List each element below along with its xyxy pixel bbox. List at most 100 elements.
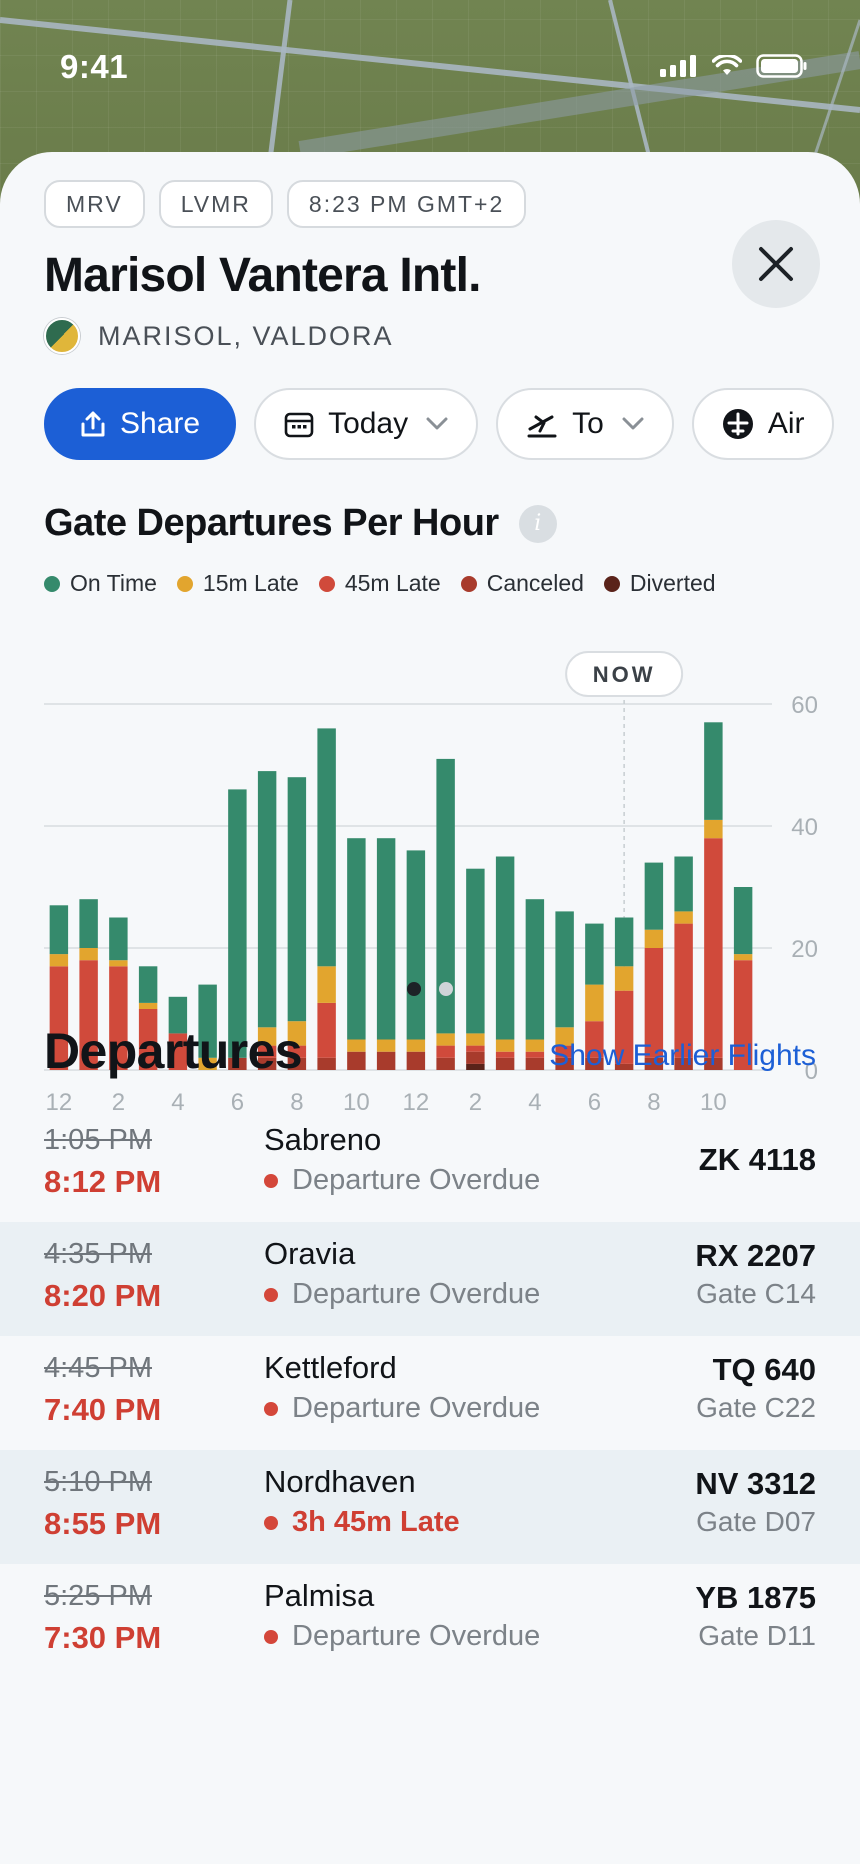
destination-name: Palmisa (264, 1578, 375, 1613)
flight-status-label: Departure Overdue (292, 1278, 541, 1310)
bar-segment-45m-late (436, 1045, 455, 1058)
bar-segment-on-time (644, 862, 664, 930)
wifi-icon (712, 55, 742, 75)
bar-segment-45m-late (79, 960, 98, 1070)
actual-time: 8:12 PM (44, 1164, 162, 1199)
scheduled-time: 1:05 PM (44, 1124, 152, 1156)
airline-icon (722, 409, 753, 439)
bar-segment-15m-late (704, 819, 723, 839)
legend-item-diverted: Diverted (603, 570, 716, 597)
legend-label: 45m Late (344, 570, 441, 596)
bar-segment-on-time (406, 850, 426, 1040)
status-dot-icon (264, 1287, 278, 1302)
bar-segment-45m-late (49, 966, 69, 1070)
x-tick-label: 8 (290, 1089, 303, 1116)
cellular-signal-icon (660, 55, 696, 77)
bar-segment-on-time (287, 777, 307, 1022)
bar-segment-on-time (495, 856, 515, 1040)
bar-segment-15m-late (79, 948, 98, 961)
bar-segment-on-time (436, 758, 455, 1034)
pager-dot-1[interactable] (407, 982, 421, 996)
chart-pager (0, 982, 860, 996)
x-tick-label: 12 (46, 1089, 73, 1116)
airline-filter-button[interactable]: Air (691, 388, 835, 460)
direction-filter-button[interactable]: To (496, 388, 674, 460)
bar-segment-45m-late (138, 1009, 158, 1070)
status-bar: 9:41 (0, 0, 860, 140)
departure-row[interactable]: 4:45 PM 7:40 PM Kettleford Departure Overdu… (0, 1336, 860, 1450)
actual-time: 7:40 PM (44, 1392, 162, 1427)
legend-item-45m-late: 45m Late (318, 570, 441, 597)
bar-segment-on-time (614, 917, 634, 967)
bar-segment-canceled (347, 1051, 366, 1070)
date-filter-label: Today (328, 407, 409, 440)
departure-row[interactable]: 5:25 PM 7:30 PM Palmisa Departure Overdue YB… (0, 1564, 860, 1678)
iata-code-chip: MRV (44, 180, 145, 228)
legend-label: Canceled (486, 570, 584, 596)
bar-segment-15m-late (555, 1027, 574, 1046)
bar-segment-15m-late (466, 1033, 485, 1046)
legend-swatch (603, 575, 620, 592)
gate-label: Gate D07 (696, 1506, 816, 1537)
gate-label: Gate C22 (696, 1392, 816, 1423)
flight-status: 3h 45m Late (264, 1506, 460, 1539)
bar-segment-15m-late (733, 954, 753, 961)
bar-segment-on-time (49, 905, 69, 955)
bar-segment-canceled (495, 1057, 515, 1070)
bar-segment-15m-late (495, 1039, 515, 1052)
bar-segment-15m-late (287, 1021, 307, 1046)
x-tick-label: 6 (588, 1089, 601, 1116)
scheduled-time: 4:35 PM (44, 1238, 152, 1270)
bar-segment-canceled (555, 1057, 574, 1070)
departures-title: Departures (44, 1023, 303, 1079)
bar-segment-on-time (198, 984, 217, 1058)
x-tick-label: 10 (343, 1089, 370, 1116)
bar-segment-on-time (228, 789, 247, 1058)
y-tick-label: 40 (791, 814, 818, 841)
close-button[interactable] (732, 220, 820, 308)
bar-segment-on-time (466, 868, 485, 1034)
share-button[interactable]: Share (44, 388, 237, 460)
legend-label: 15m Late (202, 570, 299, 596)
flight-status-label: Departure Overdue (292, 1620, 541, 1652)
gate-label: Gate D11 (698, 1620, 816, 1651)
departure-row[interactable]: 1:05 PM 8:12 PM Sabreno Departure Overdue ZK… (0, 1108, 860, 1222)
bar-segment-canceled (228, 1057, 247, 1070)
bar-segment-canceled (287, 1057, 307, 1070)
departures-list: 1:05 PM 8:12 PM Sabreno Departure Overdue ZK… (0, 1108, 860, 1678)
scheduled-time: 4:45 PM (44, 1352, 152, 1384)
scheduled-time: 5:10 PM (44, 1466, 152, 1498)
info-icon[interactable]: i (518, 504, 557, 543)
destination-name: Oravia (264, 1236, 356, 1271)
bar-segment-on-time (704, 722, 723, 820)
legend-swatch (176, 575, 193, 592)
actual-time: 8:55 PM (44, 1506, 162, 1541)
scheduled-time: 5:25 PM (44, 1580, 152, 1612)
y-tick-label: 60 (791, 692, 818, 719)
departure-row[interactable]: 5:10 PM 8:55 PM Nordhaven 3h 45m Late NV 331… (0, 1450, 860, 1564)
bar-segment-canceled (257, 1057, 277, 1070)
bar-segment-45m-late (287, 1045, 307, 1058)
local-time-chip: 8:23 PM GMT+2 (286, 180, 527, 228)
bar-segment-on-time (79, 899, 98, 948)
bar-segment-15m-late (614, 966, 634, 991)
direction-filter-label: To (572, 407, 604, 440)
departure-row[interactable]: 4:35 PM 8:20 PM Oravia Departure Overdue RX … (0, 1222, 860, 1336)
pager-dot-2[interactable] (439, 982, 453, 996)
flight-number: ZK 4118 (698, 1142, 816, 1177)
bar-segment-45m-late (257, 1045, 277, 1058)
bar-segment-15m-late (406, 1039, 426, 1052)
bar-segment-15m-late (317, 966, 336, 1003)
status-dot-icon (264, 1515, 278, 1530)
show-earlier-flights-link[interactable]: Show Earlier Flights (549, 1039, 816, 1072)
x-tick-label: 8 (647, 1089, 660, 1116)
share-icon (81, 411, 105, 437)
legend-item-on-time: On Time (44, 570, 157, 597)
bar-segment-canceled (436, 1057, 455, 1070)
actual-time: 8:20 PM (44, 1278, 162, 1313)
airport-title: Marisol Vantera Intl. (44, 249, 481, 302)
date-filter-button[interactable]: Today (254, 388, 479, 460)
bar-segment-on-time (674, 856, 693, 912)
bar-segment-on-time (733, 887, 753, 955)
airport-code-chips: MRV LVMR 8:23 PM GMT+2 (44, 180, 527, 228)
